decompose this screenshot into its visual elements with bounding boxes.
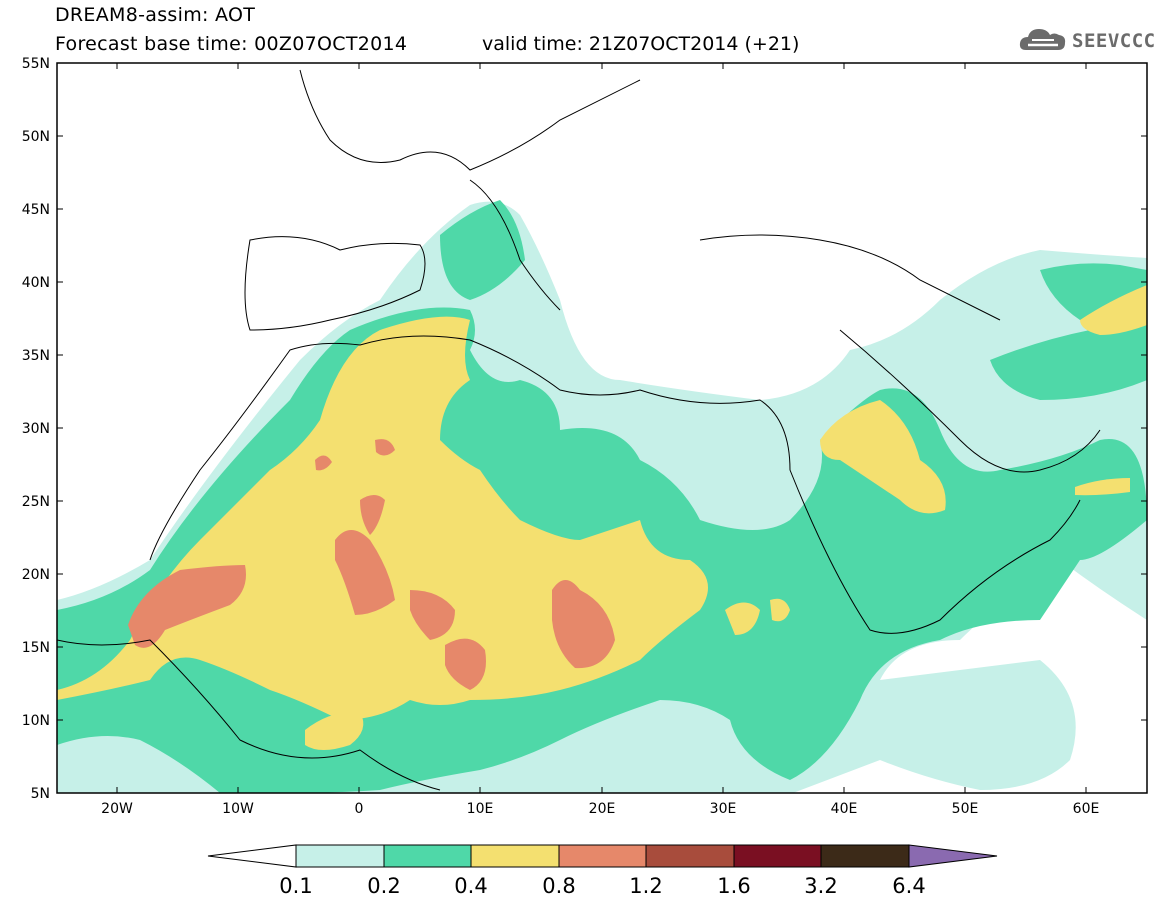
legend-label-1.6: 1.6: [717, 874, 750, 898]
lat-label-35n: 35N: [22, 348, 50, 364]
lat-label-45n: 45N: [22, 202, 50, 218]
aot-band-0.4: [57, 316, 708, 720]
legend-label-6.4: 6.4: [892, 874, 925, 898]
aot-contours: [57, 200, 1147, 793]
legend-label-0.8: 0.8: [542, 874, 575, 898]
legend-label-0.4: 0.4: [454, 874, 487, 898]
legend-label-0.1: 0.1: [279, 874, 312, 898]
valid-time: valid time: 21Z07OCT2014 (+21): [482, 33, 800, 55]
legend-swatch-0.2: [383, 844, 472, 868]
seevccc-logo: SEEVCCC: [1018, 24, 1158, 56]
lat-ticks: [57, 135, 1147, 721]
lon-label-60e: 60E: [1073, 801, 1100, 817]
aot-band-0.8: [128, 565, 246, 648]
legend-labels: 0.1 0.2 0.4 0.8 1.2 1.6 3.2 6.4: [279, 874, 925, 898]
aot-band-0.4: [770, 598, 790, 622]
legend-high-arrow: [908, 844, 998, 868]
legend-low-arrow: [207, 844, 297, 868]
legend-swatch-0.8: [558, 844, 647, 868]
aot-band-0.8: [335, 530, 395, 615]
cloud-icon: [1019, 29, 1066, 50]
lat-label-15n: 15N: [22, 640, 50, 656]
lon-label-20e: 20E: [589, 801, 616, 817]
legend-label-1.2: 1.2: [629, 874, 662, 898]
aot-band-0.8: [445, 638, 486, 690]
legend-swatch-1.6: [733, 844, 822, 868]
lon-label-50e: 50E: [952, 801, 979, 817]
aot-band-0.2: [440, 200, 525, 300]
aot-band-0.8: [360, 495, 385, 535]
aot-band-0.4: [1075, 478, 1130, 496]
legend-swatch-3.2: [820, 844, 910, 868]
lat-label-25n: 25N: [22, 494, 50, 510]
lat-label-40n: 40N: [22, 275, 50, 291]
lat-label-10n: 10N: [22, 713, 50, 729]
logo-text: SEEVCCC: [1072, 30, 1156, 52]
legend-label-3.2: 3.2: [804, 874, 837, 898]
map-title: DREAM8-assim: AOT: [55, 4, 256, 26]
aot-band-0.4: [820, 400, 946, 514]
lon-label-0: 0: [355, 801, 364, 817]
lat-axis: 55N 50N 45N 40N 35N 30N 25N 20N 15N 10N …: [22, 56, 50, 802]
lon-label-40e: 40E: [831, 801, 858, 817]
aot-band-0.4: [305, 711, 364, 750]
lon-axis: 20W 10W 0 10E 20E 30E 40E 50E 60E: [101, 801, 1099, 817]
lat-label-30n: 30N: [22, 421, 50, 437]
lat-label-5n: 5N: [31, 786, 50, 802]
base-time: Forecast base time: 00Z07OCT2014: [55, 33, 408, 55]
lon-label-30e: 30E: [710, 801, 737, 817]
legend-swatch-1.2: [645, 844, 735, 868]
lon-label-10e: 10E: [467, 801, 494, 817]
lat-label-55n: 55N: [22, 56, 50, 72]
lon-ticks: [116, 63, 1087, 793]
aot-band-0.4: [725, 602, 760, 635]
aot-band-0.8: [375, 439, 395, 456]
lat-label-50n: 50N: [22, 129, 50, 145]
legend-swatch-0.1: [295, 844, 385, 868]
color-legend: [207, 844, 998, 868]
aot-band-0.8: [410, 590, 455, 640]
lon-label-20w: 20W: [101, 801, 133, 817]
coastlines: [57, 69, 1101, 791]
legend-label-0.2: 0.2: [367, 874, 400, 898]
legend-swatch-0.4: [470, 844, 560, 868]
aot-band-0.4: [1080, 285, 1147, 335]
aot-band-0.8: [552, 580, 615, 669]
aot-band-0.8: [315, 455, 332, 471]
lat-label-20n: 20N: [22, 567, 50, 583]
lon-label-10w: 10W: [222, 801, 254, 817]
aot-band-0.2: [990, 325, 1147, 400]
